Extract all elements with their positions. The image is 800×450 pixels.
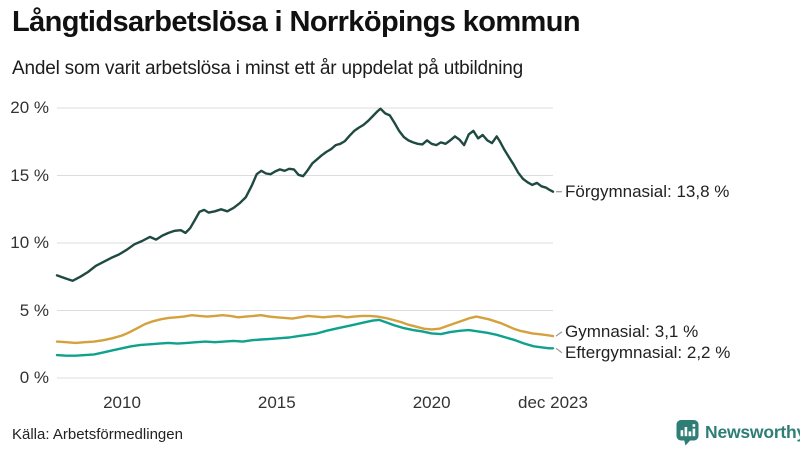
page-title: Långtidsarbetslösa i Norrköpings kommun — [12, 6, 581, 38]
newsworthy-logo: Newsworthy — [676, 418, 800, 446]
label-leader-line — [555, 331, 563, 337]
source-attribution: Källa: Arbetsförmedlingen — [12, 426, 183, 443]
label-leader-line — [555, 347, 563, 354]
newsworthy-bar-chart-bubble-icon — [676, 419, 699, 445]
series-line-förgymnasial — [55, 107, 555, 282]
series-line-gymnasial — [55, 314, 555, 345]
newsworthy-wordmark: Newsworthy — [705, 421, 800, 442]
page-subtitle: Andel som varit arbetslösa i minst ett å… — [12, 58, 524, 79]
series-line-eftergymnasial — [55, 318, 555, 357]
